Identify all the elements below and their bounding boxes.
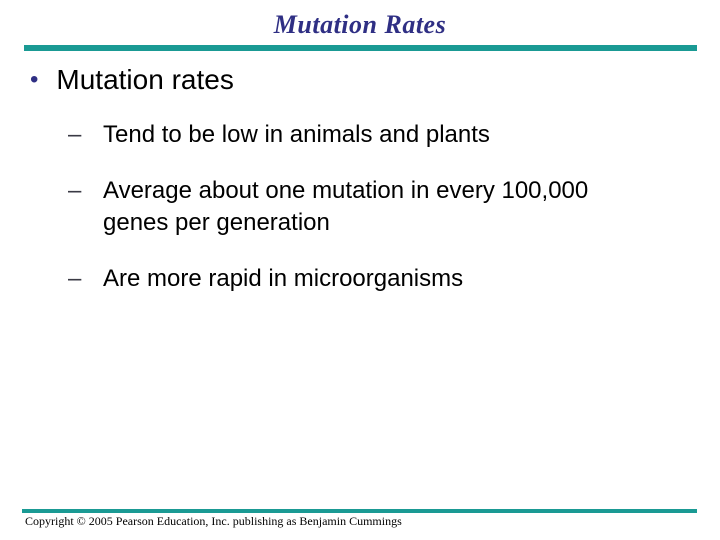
bullet-dot-icon: • (30, 66, 39, 93)
dash-marker-icon: – (68, 265, 82, 292)
sub-bullet-text: Tend to be low in animals and plants (103, 121, 490, 148)
footer-divider-rule (22, 509, 697, 513)
sub-bullet-text: Are more rapid in microorganisms (103, 265, 464, 292)
dash-marker-icon: – (68, 121, 82, 148)
dash-marker-icon: – (68, 177, 82, 204)
list-item: – Are more rapid in microorganisms (68, 263, 668, 295)
sub-bullet-list: – Tend to be low in animals and plants –… (68, 119, 668, 319)
slide-title: Mutation Rates (273, 10, 447, 39)
sub-bullet-text: Average about one mutation in every 100,… (103, 177, 589, 236)
main-bullet-item: • Mutation rates (30, 64, 234, 96)
main-bullet-label: Mutation rates (56, 64, 234, 95)
list-item: – Average about one mutation in every 10… (68, 175, 668, 239)
copyright-notice: Copyright © 2005 Pearson Education, Inc.… (25, 514, 402, 528)
title-divider-rule (24, 45, 697, 51)
list-item: – Tend to be low in animals and plants (68, 119, 668, 151)
